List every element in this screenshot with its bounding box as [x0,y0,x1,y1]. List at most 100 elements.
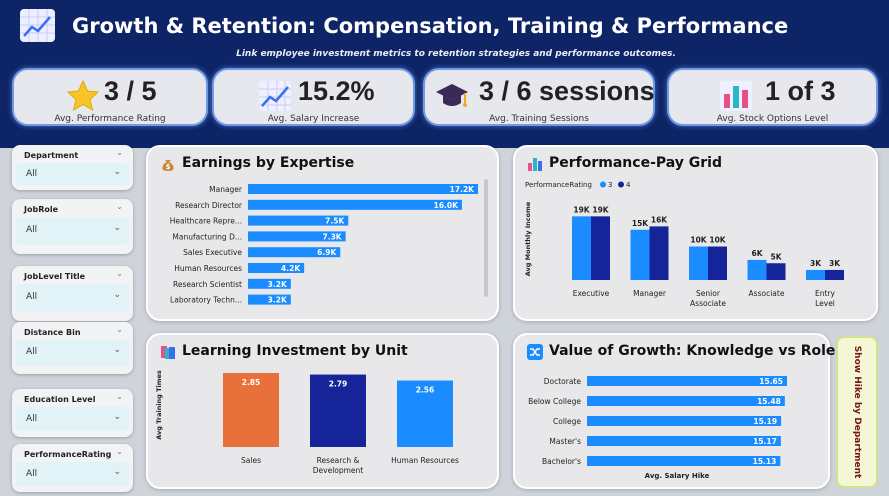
chevron-down-icon[interactable]: ⌄ [116,392,123,401]
page-title: Growth & Retention: Compensation, Traini… [72,14,789,38]
bar[interactable] [572,216,591,280]
kpi-label: Avg. Performance Rating [54,114,166,124]
distance-bin-slicer[interactable]: Distance Bin ⌄ All ⌄ [12,322,133,374]
value-label: 3.2K [268,296,288,305]
jobrole-dropdown[interactable]: All ⌄ [16,217,129,245]
joblevel-slicer[interactable]: JobLevel Title ⌄ All ⌄ [12,266,133,321]
dropdown-arrow-icon[interactable]: ⌄ [113,412,121,422]
bar[interactable] [587,396,785,406]
chevron-down-icon[interactable]: ⌄ [116,447,123,456]
bar[interactable] [248,199,462,210]
earnings-chart: Manager 17.2K Research Director 16.0K Health… [170,184,478,305]
chevron-down-icon[interactable]: ⌄ [116,202,123,211]
bar[interactable] [587,416,782,426]
bar[interactable] [587,456,781,466]
bar[interactable] [248,294,291,305]
distance-bin-dropdown[interactable]: All ⌄ [16,340,129,366]
category-label: Entry [815,289,836,298]
bar[interactable] [766,263,786,280]
education-level-slicer[interactable]: Education Level ⌄ All ⌄ [12,389,133,437]
slicer-value: All [26,469,38,479]
chevron-down-icon[interactable]: ⌄ [116,269,123,278]
kpi-value: 3 / 6 sessions [479,76,655,106]
kpi-value: 3 / 5 [104,76,157,106]
performance-rating-slicer[interactable]: PerformanceRating ⌄ All ⌄ [12,444,133,492]
value-label: 3K [810,259,822,268]
bar[interactable] [747,259,767,280]
bar[interactable] [708,246,727,281]
card-title: Performance-Pay Grid [549,155,722,171]
toggle-label: Show Hike by Department [852,345,862,479]
bar[interactable] [689,246,708,281]
legend-marker[interactable] [600,181,606,188]
page-subtitle: Link employee investment metrics to rete… [236,49,676,59]
y-axis-label: Avg Training Times [155,370,163,440]
category-label: Manufacturing D... [172,232,242,241]
slicer-value: All [26,292,38,302]
chevron-down-icon[interactable]: ⌄ [116,148,123,157]
department-slicer[interactable]: Department ⌄ All ⌄ [12,145,133,190]
legend-label: 4 [626,181,631,189]
bar[interactable] [397,380,453,447]
bar[interactable] [630,229,650,280]
category-label: Doctorate [544,377,582,386]
category-label: Research & [317,456,360,465]
kpi-value: 15.2% [298,76,375,106]
bar[interactable] [248,231,346,242]
kpi-salary-increase: 15.2% Avg. Salary Increase [212,68,415,126]
bar[interactable] [310,374,366,447]
kpi-label: Avg. Salary Increase [267,114,360,124]
dropdown-arrow-icon[interactable]: ⌄ [113,290,121,300]
kpi-label: Avg. Training Sessions [489,114,589,124]
bar[interactable] [223,373,279,447]
value-label: 15.19 [753,417,777,426]
education-level-dropdown[interactable]: All ⌄ [16,407,129,431]
bar[interactable] [587,376,787,386]
category-label: Below College [528,397,581,406]
dropdown-arrow-icon[interactable]: ⌄ [113,167,121,177]
bar[interactable] [649,226,669,280]
show-hike-by-department-button[interactable]: Show Hike by Department [836,336,878,488]
department-dropdown[interactable]: All ⌄ [16,163,129,185]
scrollbar[interactable] [484,179,488,297]
bar[interactable] [248,184,478,194]
star-icon [66,79,100,112]
joblevel-dropdown[interactable]: All ⌄ [16,284,129,312]
bar[interactable] [248,263,305,273]
chevron-down-icon[interactable]: ⌄ [116,325,123,334]
dropdown-arrow-icon[interactable]: ⌄ [113,223,121,233]
value-label: 2.85 [242,378,261,387]
performance-rating-dropdown[interactable]: All ⌄ [16,462,129,486]
category-label: Healthcare Repre... [170,217,242,226]
dropdown-arrow-icon[interactable]: ⌄ [113,467,121,477]
value-label: 15.65 [759,377,783,386]
performance-pay-chart: PerformanceRating 3 4 Avg Monthly Income 19K… [524,181,844,308]
bar[interactable] [248,278,291,289]
earnings-by-expertise-card: $ Earnings by Expertise Manager 17.2K Rese… [146,145,499,321]
category-label: Senior [696,289,721,298]
legend-marker[interactable] [618,181,624,188]
slicer-title: JobRole [24,205,59,214]
category-label: Associate [749,289,785,298]
category-label: Manager [209,185,243,194]
books-icon [160,344,176,360]
value-label: 15.48 [757,397,781,406]
value-label: 6K [751,249,763,258]
svg-text:$: $ [166,163,171,171]
dropdown-arrow-icon[interactable]: ⌄ [113,345,121,355]
slicer-title: PerformanceRating [24,450,112,459]
bar[interactable] [248,247,341,258]
bar[interactable] [806,269,825,280]
category-label: Development [313,466,364,475]
value-label: 3K [829,259,841,268]
jobrole-slicer[interactable]: JobRole ⌄ All ⌄ [12,199,133,254]
slicer-title: Distance Bin [24,328,81,337]
bar[interactable] [591,216,610,280]
category-label: Research Director [175,201,243,210]
value-label: 16K [651,215,668,224]
bar[interactable] [248,215,349,226]
slicer-title: Department [24,151,79,160]
bar[interactable] [587,436,781,446]
bar[interactable] [825,269,844,280]
y-axis-label: Avg Monthly Income [524,201,532,276]
